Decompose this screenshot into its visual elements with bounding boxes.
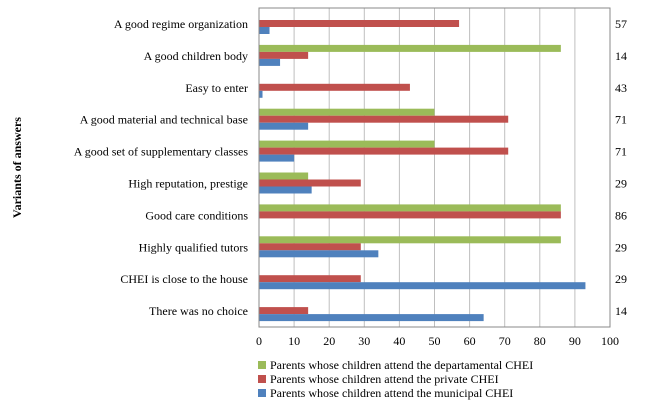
side-value: 29 — [615, 240, 627, 254]
legend-swatch — [258, 389, 266, 397]
x-tick-label: 90 — [569, 334, 581, 348]
bar — [259, 140, 435, 148]
legend-swatch — [258, 361, 266, 369]
bar — [259, 243, 361, 251]
x-tick-label: 70 — [499, 334, 511, 348]
bar — [259, 179, 361, 187]
x-tick-label: 40 — [393, 334, 405, 348]
bars — [259, 20, 586, 322]
x-tick-label: 20 — [323, 334, 335, 348]
bar — [259, 83, 410, 91]
bar — [259, 122, 309, 130]
plot-frame — [258, 7, 611, 328]
category-labels: A good regime organization A good childre… — [74, 17, 249, 318]
bar — [259, 250, 379, 258]
category-label: A good children body — [144, 49, 248, 63]
bar — [259, 236, 561, 244]
bar — [259, 58, 281, 66]
bar — [259, 90, 263, 98]
side-value: 57 — [615, 17, 627, 31]
legend: Parents whose children attend the depart… — [258, 358, 533, 400]
x-tick-label: 30 — [358, 334, 370, 348]
bar — [259, 20, 460, 27]
category-label: There was no choice — [149, 304, 248, 318]
bar — [259, 275, 361, 283]
category-label: A good set of supplementary classes — [74, 145, 249, 159]
x-tick-label: 50 — [429, 334, 441, 348]
side-value: 71 — [615, 145, 627, 159]
bar — [259, 186, 312, 194]
bar — [259, 154, 295, 162]
bar — [259, 172, 309, 180]
side-values: 57 14 43 71 71 29 86 29 29 14 — [615, 17, 627, 318]
bar — [259, 44, 561, 52]
legend-item: Parents whose children attend the depart… — [258, 358, 533, 372]
side-value: 86 — [615, 208, 627, 222]
category-label: Easy to enter — [185, 81, 248, 95]
side-value: 29 — [615, 176, 627, 190]
x-tick-labels: 0 10 20 30 40 50 60 70 80 90 100 — [256, 334, 619, 348]
legend-swatch — [258, 375, 266, 383]
bar — [259, 115, 509, 123]
side-value: 14 — [615, 304, 627, 318]
bar — [259, 314, 484, 322]
bar — [259, 27, 270, 34]
bar — [259, 204, 561, 212]
category-label: A good regime organization — [114, 17, 248, 31]
legend-item: Parents whose children attend the privat… — [258, 372, 533, 386]
side-value: 43 — [615, 81, 627, 95]
category-label: Good care conditions — [145, 208, 248, 222]
grid-lines — [293, 8, 576, 327]
side-value: 29 — [615, 272, 627, 286]
bar — [259, 211, 561, 219]
legend-label: Parents whose children attend the munici… — [270, 386, 514, 400]
legend-label: Parents whose children attend the privat… — [270, 372, 499, 386]
bar — [259, 51, 309, 59]
legend-label: Parents whose children attend the depart… — [270, 358, 534, 372]
legend-item: Parents whose children attend the munici… — [258, 386, 533, 400]
bar — [259, 282, 586, 290]
x-tick-label: 60 — [464, 334, 476, 348]
y-axis-title: Variants of answers — [10, 117, 24, 218]
category-label: High reputation, prestige — [128, 176, 248, 190]
side-value: 14 — [615, 49, 627, 63]
x-tick-label: 100 — [601, 334, 619, 348]
x-tick-label: 80 — [534, 334, 546, 348]
x-tick-label: 10 — [288, 334, 300, 348]
category-label: CHEI is close to the house — [120, 272, 248, 286]
x-tick-label: 0 — [256, 334, 262, 348]
category-label: A good material and technical base — [80, 113, 248, 127]
side-value: 71 — [615, 113, 627, 127]
bar — [259, 147, 509, 155]
bar — [259, 307, 309, 315]
bar — [259, 108, 435, 116]
category-label: Highly qualified tutors — [139, 240, 249, 254]
